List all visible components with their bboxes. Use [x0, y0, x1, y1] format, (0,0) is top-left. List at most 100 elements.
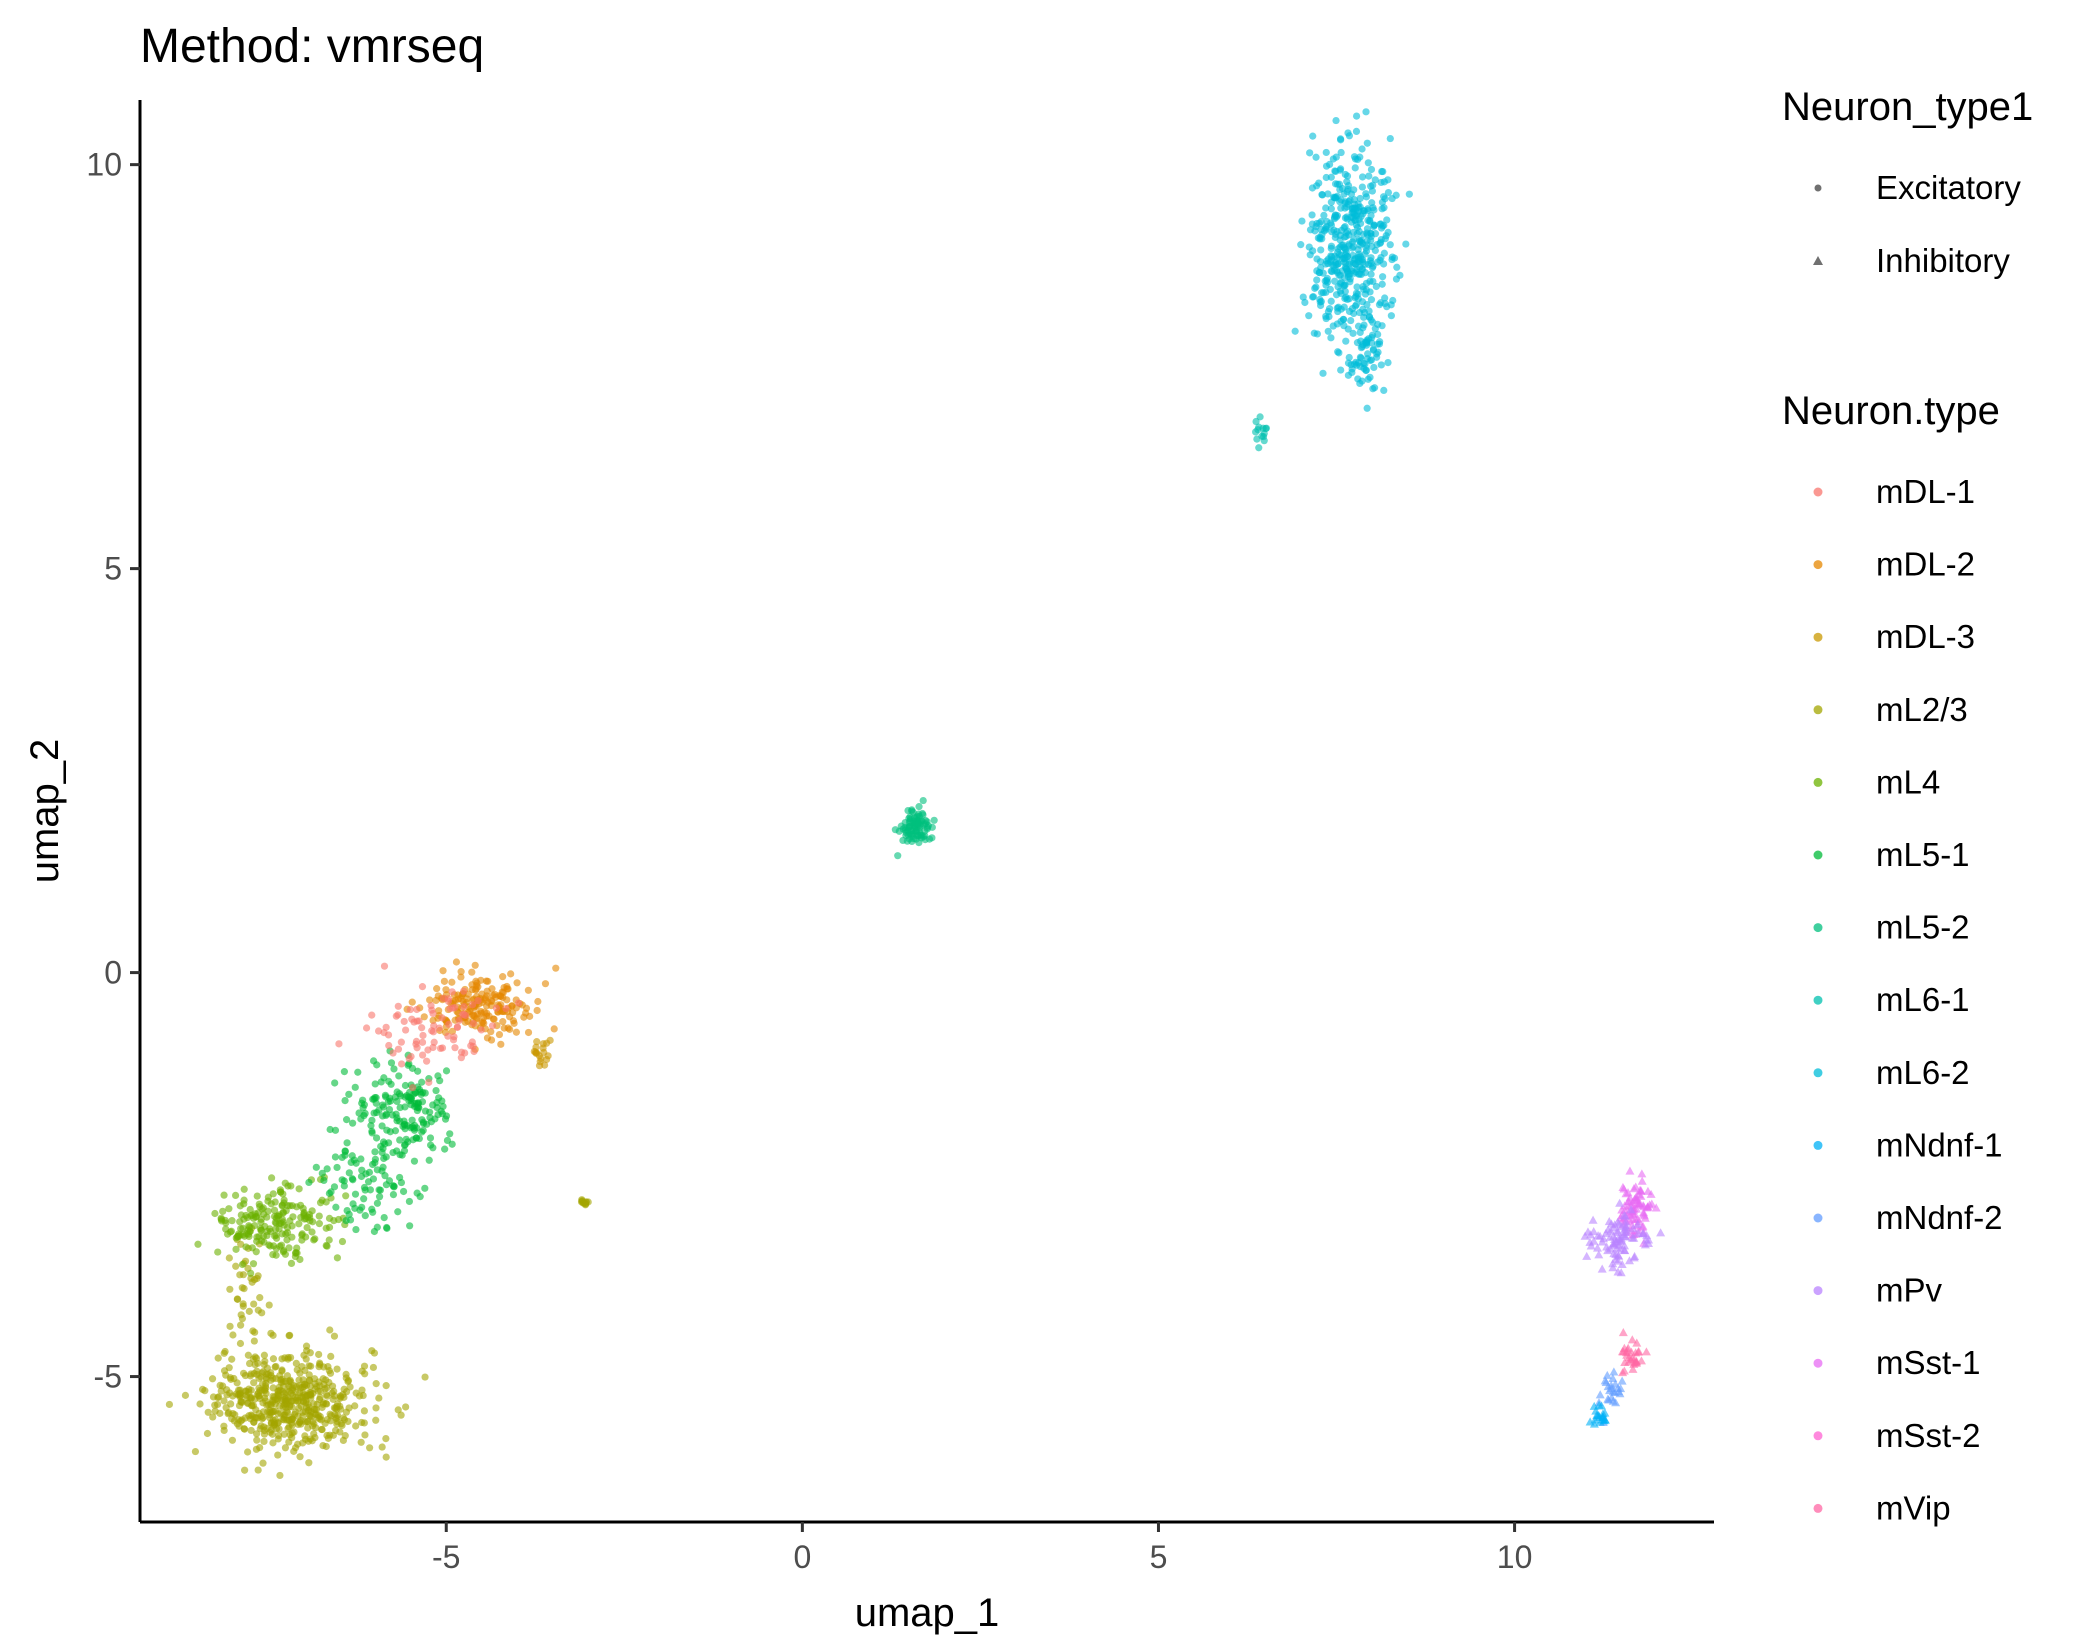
data-point-mdl-1: [435, 1024, 443, 1032]
data-point-ml2-3: [279, 1378, 287, 1386]
data-point-mndnf-2: [1603, 1394, 1613, 1403]
data-point-ml4: [236, 1202, 244, 1210]
x-axis-title: umap_1: [855, 1591, 1000, 1635]
data-point-ml5-1: [414, 1099, 422, 1107]
data-point-ml4: [257, 1237, 266, 1245]
data-point-mdl-2: [495, 1030, 504, 1039]
data-point-ml4: [248, 1211, 256, 1219]
data-point-ml6-2: [1361, 250, 1369, 258]
data-point-msst-1: [1621, 1189, 1631, 1198]
data-point-ml5-1: [333, 1163, 341, 1172]
data-point-ml6-2: [1358, 298, 1367, 306]
data-point-mdl-1: [412, 1037, 421, 1045]
data-point-ml5-1: [396, 1173, 404, 1182]
data-point-ml6-2: [1347, 316, 1355, 325]
data-point-ml2-3: [330, 1392, 338, 1400]
data-point-ml6-2: [1324, 190, 1332, 198]
data-point-ml6-2: [1367, 270, 1375, 278]
data-point-ml2-3: [310, 1430, 318, 1438]
data-point-ml2-3: [322, 1442, 330, 1451]
data-point-ml4: [308, 1228, 316, 1236]
data-point-mdl-1: [469, 1019, 477, 1028]
data-point-ml6-2: [1352, 127, 1361, 135]
data-point-mdl-1: [423, 1057, 431, 1065]
data-point-mdl-1: [397, 1060, 406, 1068]
data-point-ml2-3: [328, 1382, 337, 1390]
data-point-ml4: [252, 1248, 260, 1256]
data-point-ml6-2: [1342, 337, 1350, 345]
data-point-ml4: [287, 1182, 295, 1190]
data-point-ml6-2: [1350, 186, 1358, 194]
data-point-mdl-1: [492, 1004, 500, 1012]
data-point-ml4: [232, 1245, 240, 1253]
data-point-mdl-2: [510, 1019, 518, 1027]
data-point-ml4: [280, 1199, 288, 1207]
data-point-ml5-1: [396, 1136, 404, 1144]
data-point-ml4: [246, 1227, 254, 1235]
data-point-mdl-2: [468, 968, 476, 976]
data-point-mndnf-2: [1617, 1376, 1627, 1385]
data-point-ml6-2: [1322, 148, 1330, 157]
data-point-ml4: [316, 1199, 325, 1207]
data-point-msst-1: [1636, 1186, 1646, 1195]
data-point-ml2-3: [283, 1372, 292, 1380]
data-point-ml6-2: [1362, 279, 1371, 287]
data-point-ml6-2: [1369, 345, 1377, 353]
data-point-ml5-1: [418, 1116, 426, 1124]
data-point-mdl-1: [444, 1032, 452, 1040]
chart-title: Method: vmrseq: [140, 20, 484, 73]
data-point-ml2-3: [302, 1342, 311, 1350]
data-point-ml6-2: [1360, 359, 1368, 368]
data-point-ml5-1: [370, 1227, 379, 1236]
x-axis-ticks: -5 0 5 10: [432, 1522, 1532, 1575]
data-point-ml5-1: [414, 1067, 422, 1075]
data-point-ml5-1: [437, 1107, 445, 1115]
data-point-ml4: [269, 1190, 277, 1198]
data-point-ml5-1: [340, 1068, 348, 1076]
data-point-ml6-2: [1343, 178, 1351, 186]
data-point-mpv: [1612, 1243, 1622, 1252]
data-point-mdl-3: [546, 1036, 554, 1044]
data-point-mndnf-1: [1600, 1415, 1610, 1424]
legend-swatch: [1813, 560, 1823, 570]
data-point-ml6-2: [1322, 281, 1330, 289]
data-point-ml6-2: [1334, 245, 1342, 253]
data-point-ml6-2: [1336, 198, 1344, 206]
data-point-ml2-3: [324, 1434, 332, 1442]
data-point-msst-1: [1637, 1176, 1647, 1185]
data-point-ml2-3: [244, 1448, 252, 1456]
data-point-ml6-2: [1345, 353, 1353, 362]
data-point-ml5-1: [331, 1126, 340, 1134]
data-point-mvip: [1632, 1338, 1642, 1347]
data-point-ml2-3: [228, 1436, 237, 1444]
data-point-ml5-1: [386, 1128, 394, 1136]
data-point-mdl-2: [487, 1028, 495, 1036]
data-point-ml5-1: [390, 1183, 398, 1191]
data-point-ml4: [342, 1192, 350, 1200]
data-point-ml5-1: [395, 1072, 403, 1080]
data-point-ml2-3: [306, 1382, 315, 1390]
data-point-mdl-1: [514, 999, 523, 1007]
data-point-ml6-2: [1384, 188, 1393, 197]
data-point-ml4: [228, 1217, 236, 1225]
data-point-ml6-2: [1352, 289, 1361, 297]
data-point-mdl-1: [430, 1038, 438, 1046]
data-point-ml2-3: [370, 1349, 379, 1357]
data-point-ml5-1: [382, 1181, 391, 1189]
data-point-ml2-3: [201, 1387, 209, 1395]
data-point-mdl-1: [474, 997, 482, 1005]
color-legend-title: Neuron.type: [1782, 389, 2000, 433]
data-point-ml2-3: [260, 1351, 268, 1359]
data-point-mdl-1: [368, 1011, 376, 1019]
data-point-mdl-2: [533, 1006, 541, 1015]
data-point-ml2-3: [281, 1444, 290, 1452]
data-point-ml5-1: [394, 1208, 402, 1216]
data-point-ml4: [235, 1230, 243, 1238]
data-point-ml2-3: [301, 1380, 309, 1389]
legend-label: mVip: [1876, 1489, 1951, 1526]
data-point-msst-1: [1636, 1191, 1646, 1200]
data-point-ml5-1: [404, 1093, 413, 1101]
data-point-ml2-3: [247, 1426, 255, 1435]
data-point-ml5-1: [373, 1166, 381, 1174]
data-point-ml2-3: [352, 1389, 360, 1397]
